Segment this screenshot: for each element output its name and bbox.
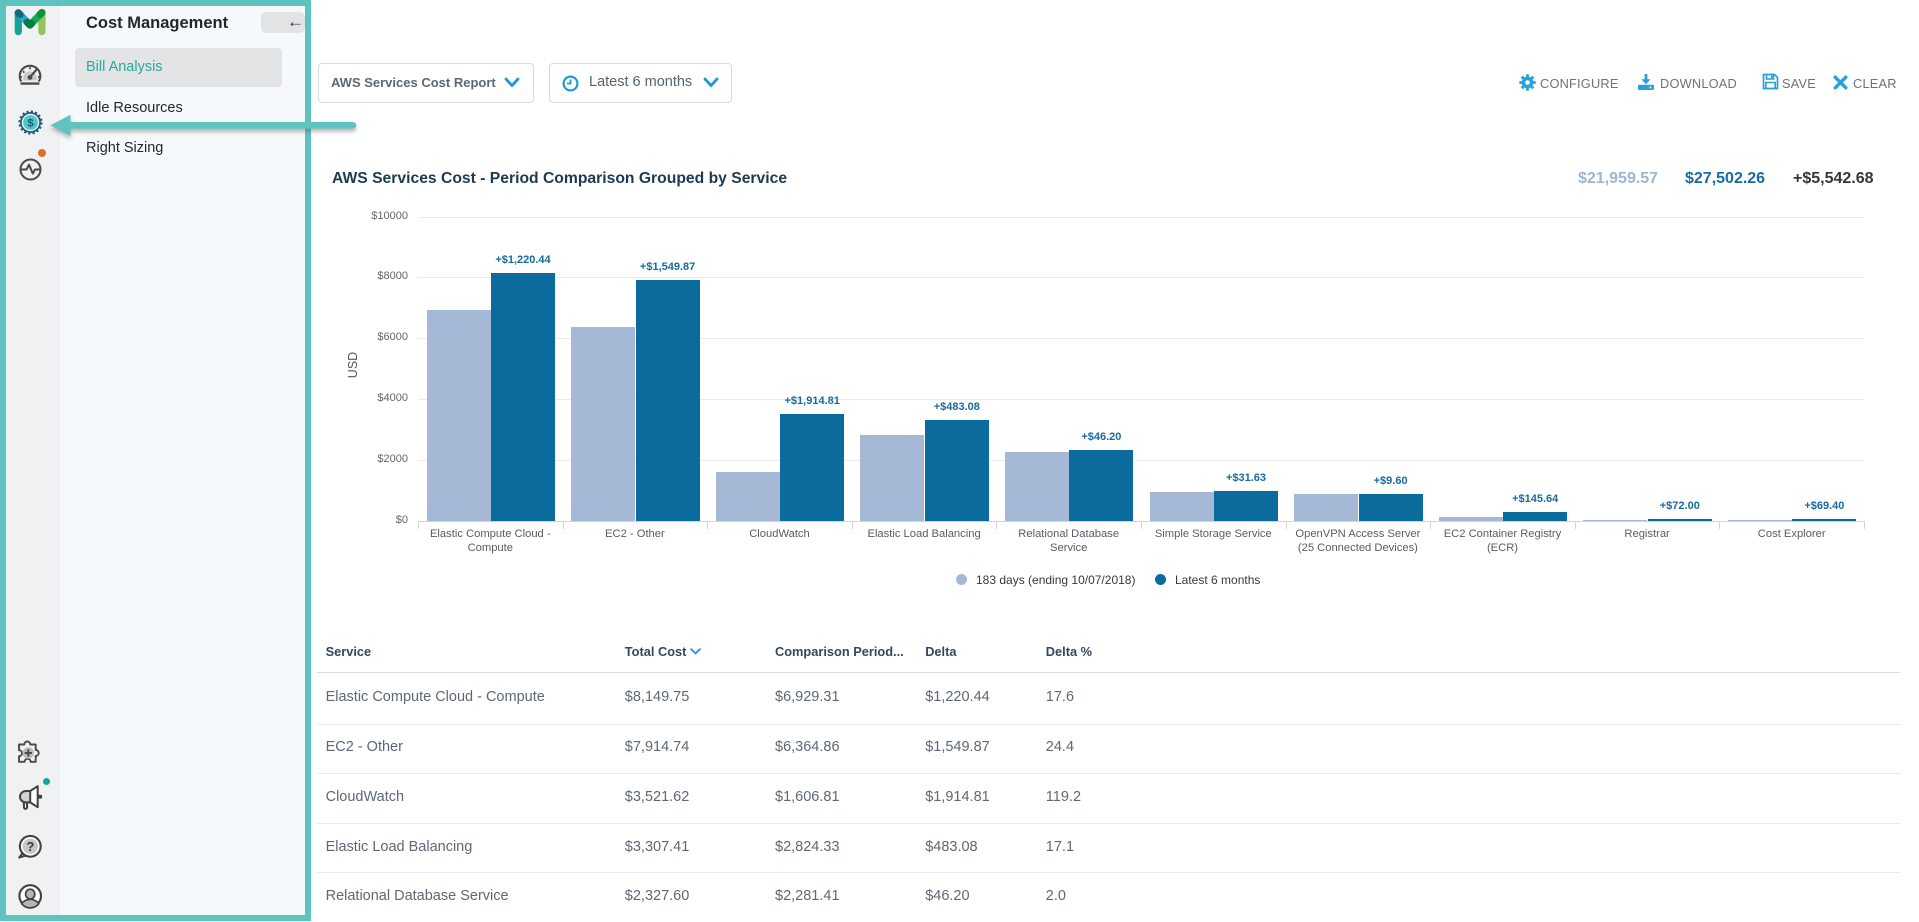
svg-text:?: ? <box>26 839 34 854</box>
svg-text:$: $ <box>27 118 33 130</box>
